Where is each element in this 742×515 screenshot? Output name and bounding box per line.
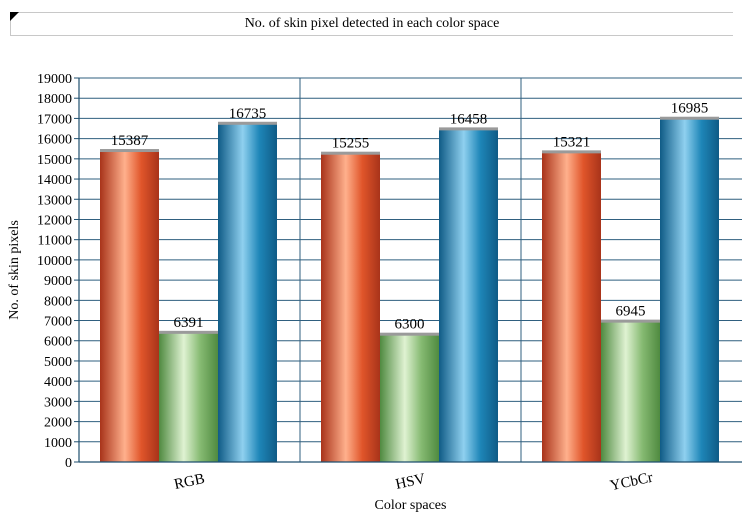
- bar-rgb-2: [159, 332, 218, 462]
- y-tick-label: 12000: [37, 213, 72, 228]
- x-tick-label: HSV: [394, 471, 427, 493]
- bar-ycbcr-1: [542, 152, 601, 462]
- bar-hsv-3: [439, 129, 498, 462]
- y-tick-label: 11000: [38, 234, 72, 249]
- data-label: 16458: [450, 111, 488, 127]
- y-tick-label: 10000: [37, 254, 72, 269]
- bar-rgb-1: [100, 151, 159, 462]
- y-tick-label: 18000: [37, 92, 72, 107]
- bar-hsv-2: [380, 334, 439, 462]
- y-tick-label: 5000: [44, 355, 72, 370]
- chart-title-box: No. of skin pixel detected in each color…: [10, 12, 733, 36]
- chart-axes: [74, 77, 742, 463]
- bar-cap: [601, 319, 660, 323]
- y-tick-label: 15000: [37, 153, 72, 168]
- y-tick-label: 17000: [37, 112, 72, 127]
- bar-cap: [218, 121, 277, 125]
- y-tick-label: 8000: [44, 294, 72, 309]
- data-label: 15255: [332, 136, 370, 152]
- bar-cap: [321, 151, 380, 155]
- x-tick-label: YCbCr: [609, 470, 655, 495]
- y-tick-label: 0: [65, 456, 72, 471]
- y-tick-label: 9000: [44, 274, 72, 289]
- y-tick-label: 4000: [44, 375, 72, 390]
- bar-cap: [380, 332, 439, 336]
- bar-cap: [542, 150, 601, 154]
- bar-ycbcr-3: [660, 118, 719, 462]
- bar-hsv-1: [321, 153, 380, 462]
- y-tick-label: 1000: [44, 436, 72, 451]
- y-tick-label: 7000: [44, 315, 72, 330]
- data-label: 15387: [111, 133, 149, 149]
- chart-bars: [100, 116, 719, 462]
- chart-title: No. of skin pixel detected in each color…: [244, 16, 500, 31]
- bar-rgb-3: [218, 123, 277, 462]
- bar-cap: [439, 127, 498, 131]
- bar-cap: [660, 116, 719, 120]
- data-label: 6945: [616, 304, 646, 320]
- y-tick-label: 16000: [37, 133, 72, 148]
- bar-cap: [159, 330, 218, 334]
- x-tick-label: RGB: [173, 471, 206, 493]
- data-label: 15321: [553, 134, 591, 150]
- y-tick-label: 3000: [44, 395, 72, 410]
- y-tick-label: 2000: [44, 416, 72, 431]
- data-label: 6391: [174, 315, 204, 331]
- x-axis-title: Color spaces: [375, 498, 447, 513]
- bar-cap: [100, 149, 159, 153]
- data-label: 6300: [395, 317, 425, 333]
- y-axis-title: No. of skin pixels: [7, 220, 22, 320]
- y-tick-label: 13000: [37, 193, 72, 208]
- bar-ycbcr-2: [601, 321, 660, 462]
- y-tick-label: 14000: [37, 173, 72, 188]
- y-tick-label: 6000: [44, 335, 72, 350]
- corner-marker-icon: [10, 12, 19, 21]
- data-label: 16985: [671, 101, 709, 117]
- y-tick-label: 19000: [37, 72, 72, 87]
- data-label: 16735: [229, 106, 267, 122]
